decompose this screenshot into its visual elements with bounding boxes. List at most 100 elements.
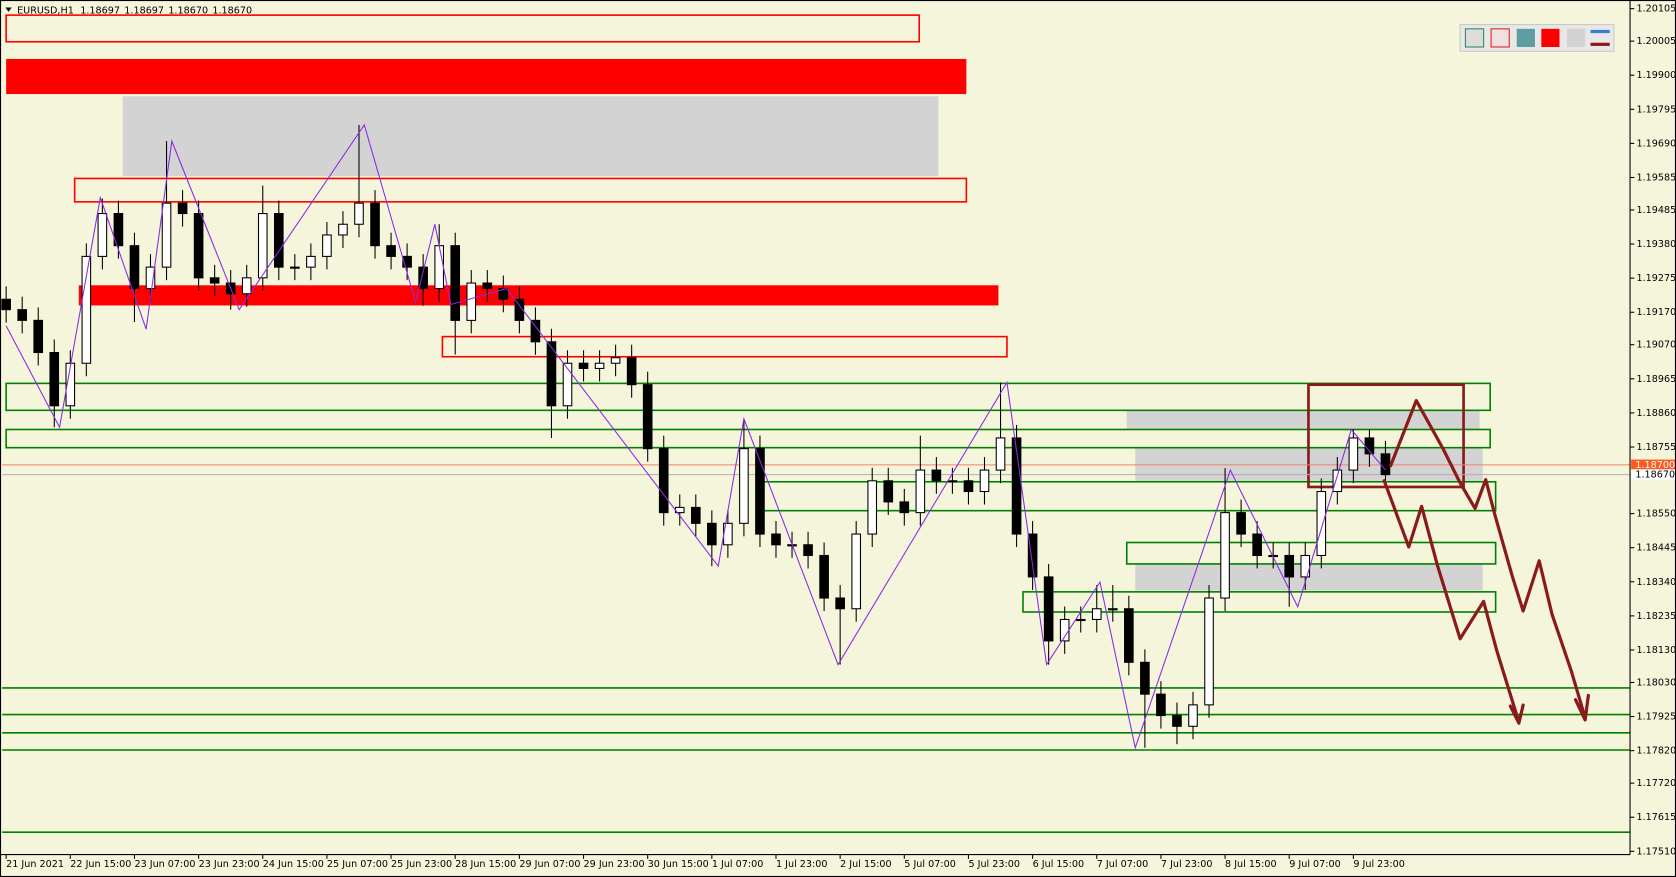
- candle-body: [835, 597, 845, 610]
- candle-body: [466, 282, 477, 321]
- candle-body: [1252, 533, 1262, 557]
- x-tick-label: 5 Jul 07:00: [904, 859, 956, 870]
- x-tick-label: 8 Jul 15:00: [1225, 859, 1277, 870]
- y-tick-label: 1.17510: [1636, 846, 1676, 857]
- forecast-path: [1382, 479, 1521, 724]
- candle-body: [899, 501, 910, 514]
- candle-body: [1027, 533, 1038, 578]
- candle-body: [177, 202, 188, 215]
- y-tick-label: 1.18030: [1636, 677, 1676, 688]
- tool-button[interactable]: [1516, 28, 1535, 48]
- quote-open: 1.18697: [80, 6, 120, 17]
- zone-outline: [5, 382, 1491, 412]
- tool-button[interactable]: [1464, 28, 1485, 48]
- candle-body: [1140, 661, 1150, 695]
- candle-body: [883, 480, 894, 503]
- x-tick-label: 29 Jun 07:00: [519, 859, 580, 870]
- arrow-head: [1573, 693, 1590, 722]
- candle-body: [322, 234, 332, 257]
- candle-body: [995, 437, 1006, 471]
- axes: 1.20105 1.20005 1.19900 1.19795 1.19690 1.195…: [5, 4, 1676, 870]
- candle-body: [514, 298, 525, 321]
- candle-body: [1348, 437, 1359, 471]
- candle-body: [354, 202, 364, 225]
- y-tick-label: 1.19585: [1636, 172, 1676, 183]
- tool-button[interactable]: [1590, 29, 1610, 34]
- candle-body: [819, 554, 829, 599]
- forecast-path: [1389, 398, 1587, 720]
- candle-body: [707, 522, 717, 546]
- y-tick-label: 1.19070: [1636, 340, 1676, 351]
- candle-body: [1011, 437, 1022, 535]
- candle-body: [81, 255, 92, 364]
- x-tick-label: 23 Jun 23:00: [199, 859, 260, 870]
- y-tick-label: 1.17820: [1636, 746, 1676, 757]
- candle-body: [161, 202, 172, 268]
- candle-body: [257, 213, 268, 279]
- candle-body: [610, 357, 621, 364]
- candle-body: [1284, 554, 1295, 578]
- ask-label: 1.18700: [1635, 460, 1675, 471]
- candle-body: [626, 357, 637, 386]
- candle-body: [1043, 576, 1054, 642]
- x-tick-label: 28 Jun 15:00: [455, 859, 516, 870]
- x-tick-label: 21 Jun 2021: [6, 859, 64, 870]
- candle-body: [273, 213, 284, 268]
- forecast-drawings: [1382, 398, 1590, 725]
- candle-body: [129, 245, 140, 290]
- bid-label-bg: [1631, 469, 1675, 480]
- zigzag-line: [5, 123, 1386, 750]
- x-tick-label: 25 Jun 07:00: [327, 859, 388, 870]
- candle-body: [1107, 608, 1118, 611]
- y-tick-label: 1.18860: [1636, 408, 1676, 419]
- x-tick-label: 24 Jun 15:00: [263, 859, 324, 870]
- candle-body: [450, 245, 461, 321]
- candle-body: [370, 202, 380, 247]
- candle-body: [658, 448, 669, 514]
- x-tick-label: 6 Jul 15:00: [1033, 859, 1085, 870]
- x-tick-label: 29 Jun 23:00: [584, 859, 645, 870]
- candle-body: [1091, 608, 1102, 620]
- quote-high: 1.18697: [124, 6, 164, 17]
- candle-body: [290, 266, 300, 269]
- y-tick-label: 1.18340: [1636, 577, 1676, 588]
- x-tick-label: 1 Jul 07:00: [712, 859, 764, 870]
- candle-body: [434, 245, 444, 290]
- y-tick-label: 1.19275: [1636, 273, 1676, 284]
- candle-body: [418, 266, 428, 290]
- candle-body: [642, 384, 653, 450]
- candle-body: [193, 213, 204, 279]
- candle-body: [402, 255, 412, 268]
- zone-filled: [1126, 410, 1480, 430]
- menu-triangle[interactable]: [5, 7, 12, 12]
- candle-body: [338, 223, 348, 236]
- tool-button[interactable]: [1590, 42, 1610, 46]
- y-tick-label: 1.17615: [1636, 812, 1676, 823]
- candle-body: [771, 533, 781, 546]
- x-tick-label: 5 Jul 23:00: [968, 859, 1020, 870]
- tool-button[interactable]: [1566, 28, 1586, 48]
- x-tick-label: 2 Jul 15:00: [840, 859, 892, 870]
- y-tick-label: 1.19485: [1636, 205, 1676, 216]
- y-tick-label: 1.17925: [1636, 712, 1676, 723]
- candle-body: [113, 213, 124, 247]
- tool-button[interactable]: [1541, 28, 1560, 48]
- candle-body: [963, 480, 974, 493]
- zone-outline: [73, 177, 968, 203]
- candle-body: [947, 480, 958, 483]
- y-tick-label: 1.18755: [1636, 442, 1676, 453]
- tool-button[interactable]: [1490, 28, 1510, 48]
- y-tick-label: 1.18965: [1636, 374, 1676, 385]
- x-tick-label: 9 Jul 23:00: [1353, 859, 1405, 870]
- y-tick-label: 1.18445: [1636, 543, 1676, 554]
- candle-body: [1172, 715, 1182, 727]
- quote-low: 1.18670: [168, 6, 208, 17]
- x-tick-label: 23 Jun 07:00: [134, 859, 195, 870]
- candle-body: [49, 351, 60, 407]
- candle-body: [1156, 693, 1166, 717]
- candle-body: [1316, 490, 1327, 557]
- candle-body: [594, 362, 605, 369]
- x-tick-label: 9 Jul 07:00: [1289, 859, 1341, 870]
